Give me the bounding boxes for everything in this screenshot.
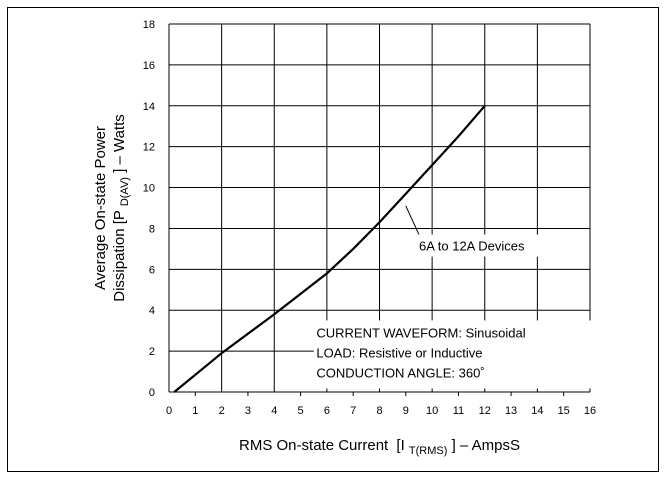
condition-load: LOAD: Resistive or Inductive <box>316 345 482 360</box>
x-tick-label: 14 <box>531 405 543 417</box>
grid <box>168 23 591 396</box>
y-tick-label: 10 <box>143 183 155 195</box>
x-tick-label: 2 <box>219 405 225 417</box>
figure-frame: 0 1 2 3 4 5 6 7 8 9 10 11 12 13 14 15 16 0 2 4 6 8 10 12 14 16 18… <box>7 7 659 472</box>
x-tick-label: 3 <box>245 405 251 417</box>
x-tick-label: 0 <box>166 405 172 417</box>
x-axis-title: RMS On-state Current [I T(RMS) ] – AmpsS <box>239 437 520 458</box>
y-axis-title-line2-sub: D(AV) <box>119 177 131 206</box>
x-tick-label: 16 <box>584 405 596 417</box>
x-tick-label: 1 <box>192 405 198 417</box>
y-tick-label: 8 <box>149 223 155 235</box>
y-tick-label: 0 <box>149 387 155 399</box>
x-tick-label: 13 <box>505 405 517 417</box>
y-tick-labels: 0 2 4 6 8 10 12 14 16 18 <box>143 19 155 399</box>
y-tick-label: 14 <box>143 101 155 113</box>
series-label: 6A to 12A Devices <box>419 239 525 254</box>
y-tick-label: 12 <box>143 142 155 154</box>
y-tick-label: 6 <box>149 264 155 276</box>
x-tick-label: 4 <box>271 405 277 417</box>
x-tick-label: 8 <box>376 405 382 417</box>
y-tick-label: 16 <box>143 60 155 72</box>
x-tick-label: 5 <box>298 405 304 417</box>
y-axis-title-line2-main: Dissipation [P <box>111 210 128 302</box>
x-tick-label: 6 <box>324 405 330 417</box>
condition-waveform: CURRENT WAVEFORM: Sinusoidal <box>316 325 525 340</box>
x-tick-label: 12 <box>479 405 491 417</box>
x-tick-labels: 0 1 2 3 4 5 6 7 8 9 10 11 12 13 14 15 16 <box>166 405 596 417</box>
x-axis-title-bracket: [I <box>396 437 404 454</box>
x-tick-label: 9 <box>403 405 409 417</box>
y-axis-title-line1: Average On-state Power <box>92 126 109 290</box>
y-tick-label: 2 <box>149 346 155 358</box>
y-axis-title-line2-suffix: ] – Watts <box>111 114 128 173</box>
conditions-background <box>313 320 624 389</box>
y-axis-title-line2: Dissipation [P D(AV) ] – Watts <box>111 114 132 302</box>
chart-svg: 0 1 2 3 4 5 6 7 8 9 10 11 12 13 14 15 16 024681012141618… <box>92 19 624 458</box>
y-tick-label: 4 <box>149 305 155 317</box>
x-tick-label: 11 <box>453 405 464 417</box>
x-axis-title-sub: T(RMS) <box>409 445 448 457</box>
y-axis-title: Average On-state Power Dissipation [P D(… <box>92 114 132 302</box>
x-tick-label: 10 <box>426 405 438 417</box>
series-line <box>173 105 486 393</box>
x-axis-title-main: RMS On-state Current <box>239 437 389 454</box>
series-label-leader <box>405 205 420 235</box>
condition-angle: CONDUCTION ANGLE: 360˚ <box>316 365 484 380</box>
x-tick-label: 7 <box>350 405 356 417</box>
x-axis-title-suffix: ] – AmpsS <box>452 437 520 454</box>
series-label-background <box>413 234 564 257</box>
x-tick-label: 15 <box>558 405 570 417</box>
y-tick-label: 18 <box>143 19 155 31</box>
